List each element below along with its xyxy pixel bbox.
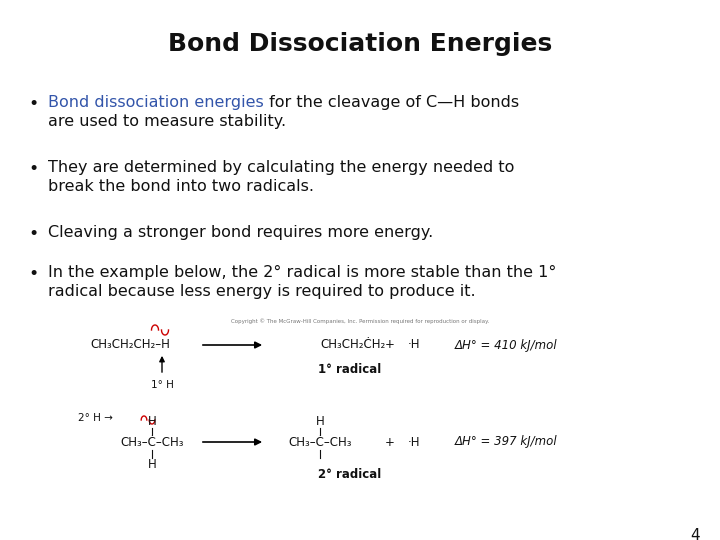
Text: H: H — [148, 415, 156, 428]
Text: CH₃–Ċ–CH₃: CH₃–Ċ–CH₃ — [288, 435, 352, 449]
Text: Bond Dissociation Energies: Bond Dissociation Energies — [168, 32, 552, 56]
Text: break the bond into two radicals.: break the bond into two radicals. — [48, 179, 314, 194]
Text: ΔH° = 397 kJ/mol: ΔH° = 397 kJ/mol — [455, 435, 557, 449]
Text: 4: 4 — [690, 528, 700, 540]
Text: CH₃CH₂CH₂–H: CH₃CH₂CH₂–H — [90, 339, 170, 352]
Text: In the example below, the 2° radical is more stable than the 1°: In the example below, the 2° radical is … — [48, 265, 557, 280]
Text: They are determined by calculating the energy needed to: They are determined by calculating the e… — [48, 160, 514, 175]
Text: CH₃–Ċ–CH₃: CH₃–Ċ–CH₃ — [120, 435, 184, 449]
Text: +: + — [385, 339, 395, 352]
Text: for the cleavage of C—H bonds: for the cleavage of C—H bonds — [264, 95, 519, 110]
Text: •: • — [28, 160, 38, 178]
Text: •: • — [28, 265, 38, 283]
Text: ΔH° = 410 kJ/mol: ΔH° = 410 kJ/mol — [455, 339, 557, 352]
Text: are used to measure stability.: are used to measure stability. — [48, 114, 286, 129]
Text: radical because less energy is required to produce it.: radical because less energy is required … — [48, 284, 476, 299]
Text: H: H — [315, 415, 325, 428]
Text: ·H: ·H — [408, 435, 420, 449]
Text: CH₃CH₂ĊH₂: CH₃CH₂ĊH₂ — [320, 339, 385, 352]
Text: +: + — [385, 435, 395, 449]
Text: 1° H: 1° H — [150, 380, 174, 390]
Text: •: • — [28, 95, 38, 113]
Text: 2° H →: 2° H → — [78, 413, 113, 423]
Text: H: H — [148, 458, 156, 471]
Text: Copyright © The McGraw-Hill Companies, Inc. Permission required for reproduction: Copyright © The McGraw-Hill Companies, I… — [231, 318, 489, 323]
Text: Cleaving a stronger bond requires more energy.: Cleaving a stronger bond requires more e… — [48, 225, 433, 240]
Text: 2° radical: 2° radical — [318, 468, 382, 481]
Text: •: • — [28, 225, 38, 243]
Text: Bond dissociation energies: Bond dissociation energies — [48, 95, 264, 110]
Text: ·H: ·H — [408, 339, 420, 352]
Text: 1° radical: 1° radical — [318, 363, 382, 376]
